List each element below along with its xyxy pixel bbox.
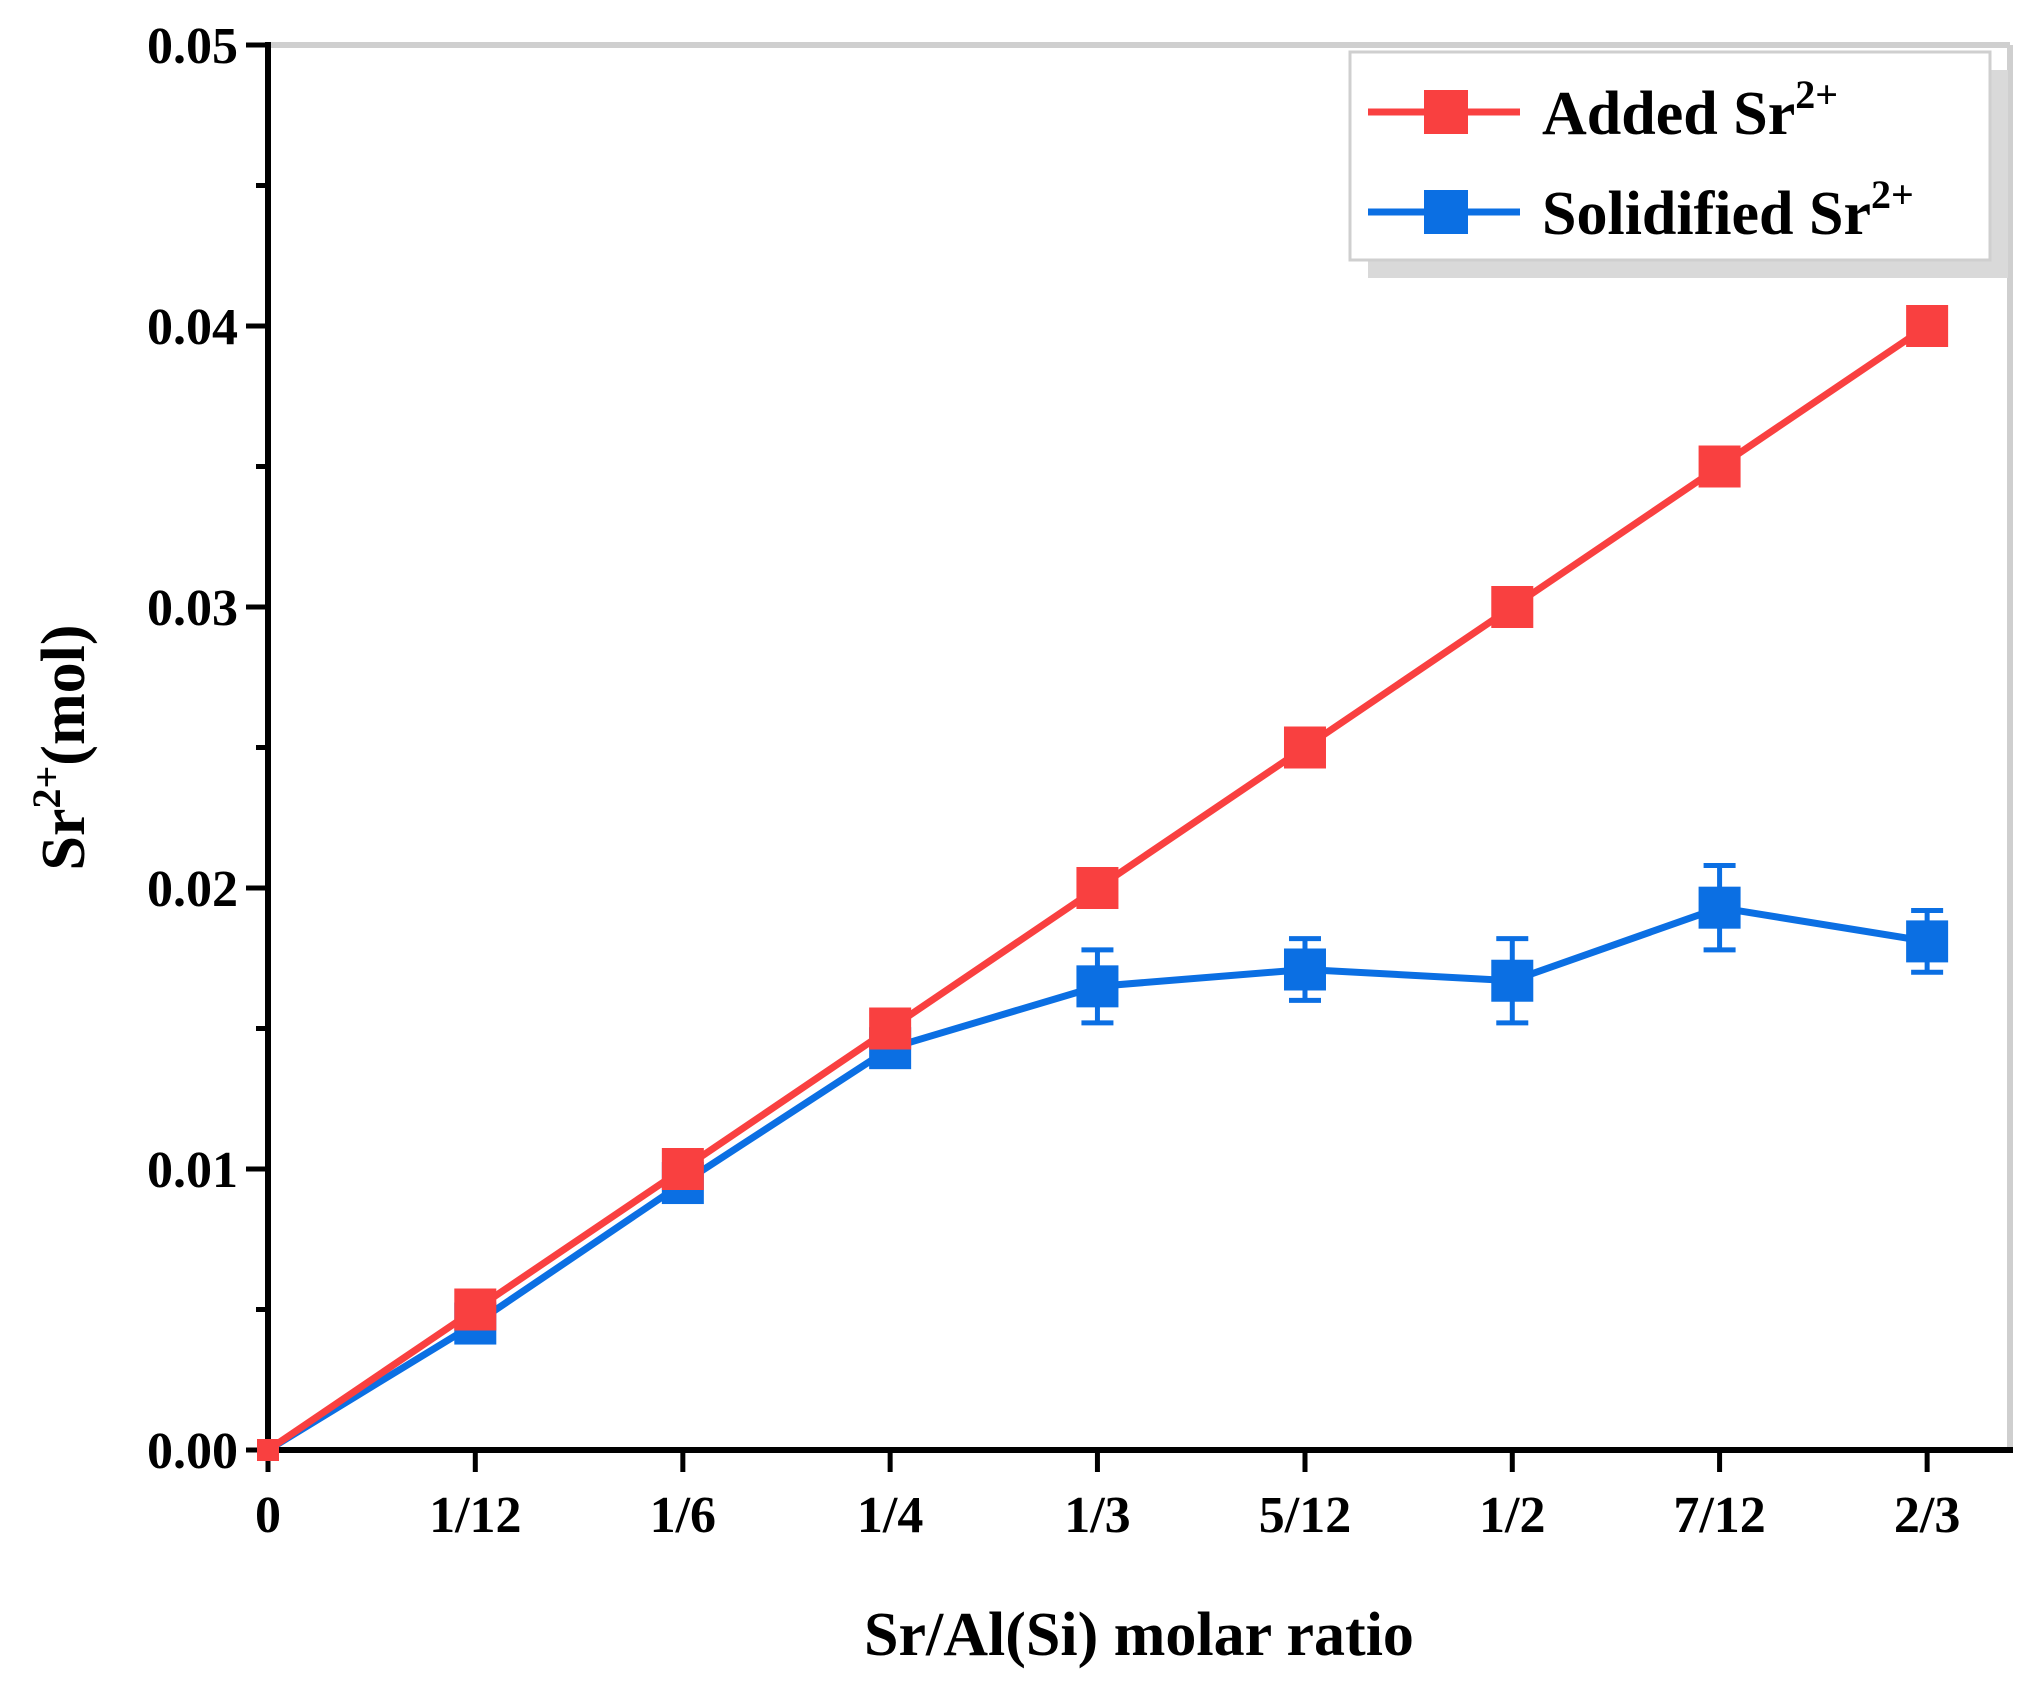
y-axis-title: Sr2+(mol)	[24, 625, 98, 871]
x-tick-label: 1/12	[429, 1487, 521, 1544]
data-point	[1491, 586, 1534, 628]
legend-item-0: Added Sr2+	[1368, 72, 1838, 148]
legend-label: Solidified Sr2+	[1542, 172, 1914, 248]
x-tick-label: 1/2	[1479, 1487, 1545, 1544]
series-1	[257, 863, 1949, 1461]
y-tick-label: 0.03	[147, 580, 238, 637]
data-point	[1698, 886, 1741, 929]
series-layer	[257, 305, 1949, 1461]
y-tick-label: 0.00	[147, 1423, 238, 1480]
x-tick-label: 1/3	[1064, 1487, 1130, 1544]
data-point	[1906, 920, 1949, 963]
x-axis-title: Sr/Al(Si) molar ratio	[864, 1601, 1414, 1669]
x-tick-label: 1/4	[857, 1487, 923, 1544]
x-tick-label: 0	[255, 1487, 281, 1544]
data-point	[661, 1148, 704, 1190]
legend-marker	[1424, 90, 1468, 134]
x-tick-label: 2/3	[1894, 1487, 1960, 1544]
data-point	[1283, 948, 1326, 991]
y-tick-label: 0.02	[147, 861, 238, 918]
data-point	[1283, 726, 1326, 769]
y-tick-label: 0.05	[147, 18, 238, 75]
y-tick-label: 0.01	[147, 1142, 238, 1199]
legend-marker	[1424, 190, 1468, 234]
data-point	[1491, 959, 1534, 1002]
data-point	[1906, 305, 1949, 347]
data-point	[1076, 965, 1119, 1008]
axes: 0.00 0.01 0.02 0.03 0.04 0.05 0 1/12 1/6 1/4 1/3 5/…	[24, 18, 2013, 1669]
data-point	[1076, 867, 1119, 909]
legend: Added Sr2+ Solidified Sr2+	[1348, 50, 2008, 278]
data-point	[257, 1439, 279, 1461]
series-0	[257, 305, 1949, 1461]
x-tick-label: 7/12	[1673, 1487, 1765, 1544]
data-point	[869, 1007, 912, 1050]
legend-label: Added Sr2+	[1542, 72, 1838, 148]
data-point	[1698, 445, 1741, 488]
x-tick-label: 1/6	[650, 1487, 716, 1544]
x-tick-label: 5/12	[1259, 1487, 1351, 1544]
plot-frame	[268, 42, 2013, 1450]
y-tick-label: 0.04	[147, 299, 238, 356]
legend-item-1: Solidified Sr2+	[1368, 172, 1914, 248]
data-point	[454, 1288, 497, 1331]
